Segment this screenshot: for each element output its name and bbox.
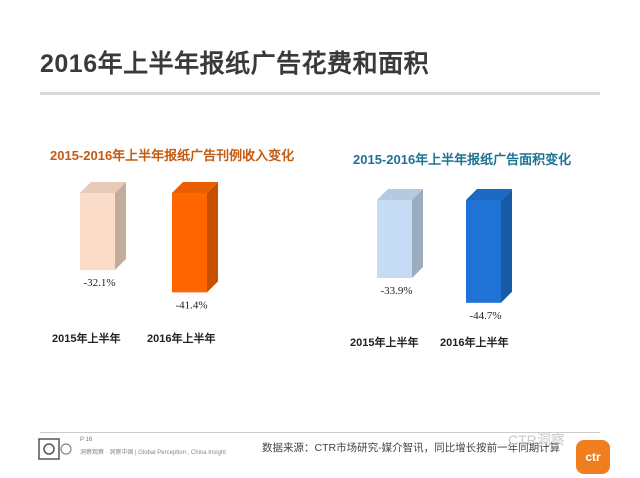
chart-1-group: -33.9% 2015年上半年 -44.7% 2016年上半年: [350, 189, 512, 349]
watermark: CTR洞察: [508, 432, 565, 448]
ctr-badge-logo: ctr: [576, 440, 610, 474]
value-label-0-1: -41.4%: [175, 299, 207, 311]
ctr-logo-icon: [38, 438, 72, 460]
category-label-1-1: 2016年上半年: [440, 335, 508, 349]
chart-title-revenue: 2015-2016年上半年报纸广告刊例收入变化: [50, 148, 295, 163]
footer-divider: [40, 432, 600, 433]
value-label-1-1: -44.7%: [469, 310, 501, 322]
bar-0-1: [172, 182, 218, 293]
value-label-1-0: -33.9%: [380, 285, 412, 297]
data-source: 数据来源：CTR市场研究-媒介智讯，同比增长按前一年同期计算: [262, 442, 561, 454]
category-label-0-0: 2015年上半年: [52, 331, 120, 345]
title-divider: [40, 92, 600, 95]
category-label-0-1: 2016年上半年: [147, 331, 215, 345]
value-label-0-0: -32.1%: [83, 277, 115, 289]
page-number: P 16: [80, 437, 93, 443]
page-title: 2016年上半年报纸广告花费和面积: [40, 50, 430, 78]
footer-tagline: 洞察观察 · 洞察中国 | Global Perception , China …: [80, 450, 226, 456]
chart-title-area: 2015-2016年上半年报纸广告面积变化: [353, 152, 572, 167]
bar-1-1: [466, 189, 512, 303]
bar-0-0: [80, 182, 126, 271]
chart-0-group: -32.1% 2015年上半年 -41.4% 2016年上半年: [52, 182, 218, 345]
bar-1-0: [377, 189, 423, 278]
category-label-1-0: 2015年上半年: [350, 335, 418, 349]
